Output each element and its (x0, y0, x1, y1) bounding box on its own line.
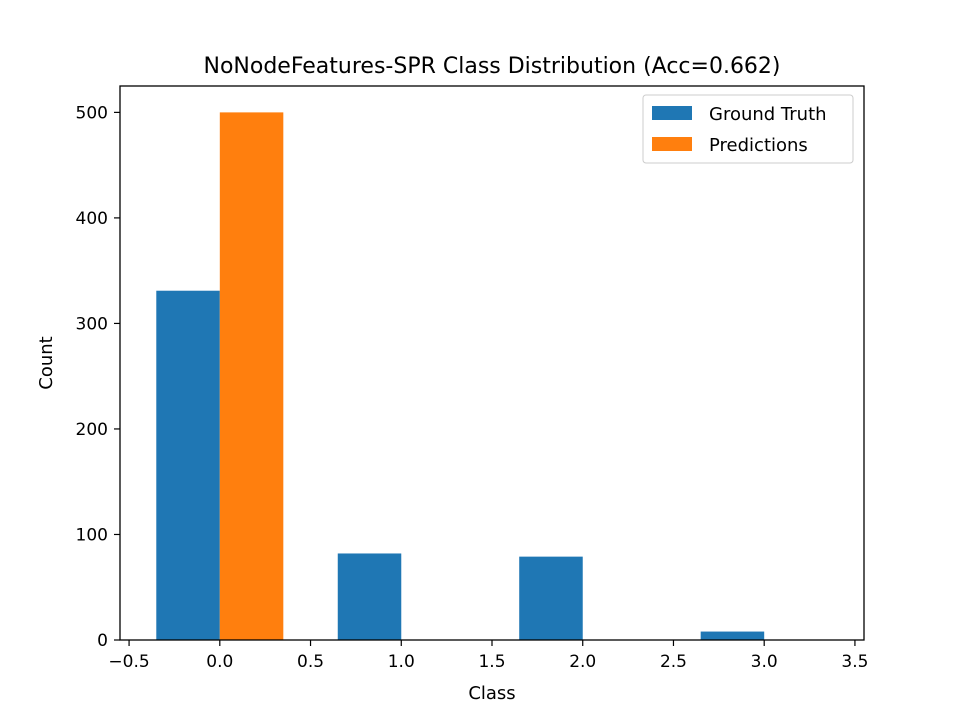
bar-ground-truth-class-0 (156, 290, 220, 640)
x-tick-label: 0.0 (206, 652, 233, 672)
x-tick-label: −0.5 (108, 652, 149, 672)
y-tick-label: 500 (76, 103, 108, 123)
legend-box (642, 94, 854, 164)
legend-label-ground-truth: Ground Truth (709, 104, 827, 125)
x-tick-label: 1.5 (478, 652, 505, 672)
legend-swatch-ground-truth (652, 106, 692, 120)
legend-label-predictions: Predictions (709, 135, 808, 156)
x-tick-label: 2.0 (569, 652, 596, 672)
chart-title: NoNodeFeatures-SPR Class Distribution (A… (203, 54, 780, 79)
x-tick-label: 2.5 (660, 652, 687, 672)
y-axis: 0 100 200 300 400 500 (76, 103, 120, 651)
bars (156, 112, 765, 640)
bar-ground-truth-class-1 (337, 553, 402, 640)
bar-predictions-class-0 (219, 112, 284, 640)
y-tick-label: 0 (97, 631, 108, 651)
x-tick-label: 3.0 (751, 652, 778, 672)
x-axis: −0.5 0.0 0.5 1.0 1.5 2.0 2.5 3.0 3.5 (108, 640, 868, 672)
y-tick-label: 400 (76, 209, 108, 229)
y-tick-label: 200 (76, 420, 108, 440)
y-tick-label: 100 (76, 525, 108, 545)
x-tick-label: 0.5 (297, 652, 324, 672)
bar-ground-truth-class-3 (700, 631, 765, 640)
legend: Ground Truth Predictions (642, 94, 854, 164)
y-tick-label: 300 (76, 314, 108, 334)
x-tick-label: 3.5 (841, 652, 868, 672)
x-axis-label: Class (468, 683, 515, 704)
x-tick-label: 1.0 (388, 652, 415, 672)
y-axis-label: Count (36, 336, 57, 389)
bar-ground-truth-class-2 (519, 556, 583, 640)
legend-swatch-predictions (652, 137, 692, 151)
